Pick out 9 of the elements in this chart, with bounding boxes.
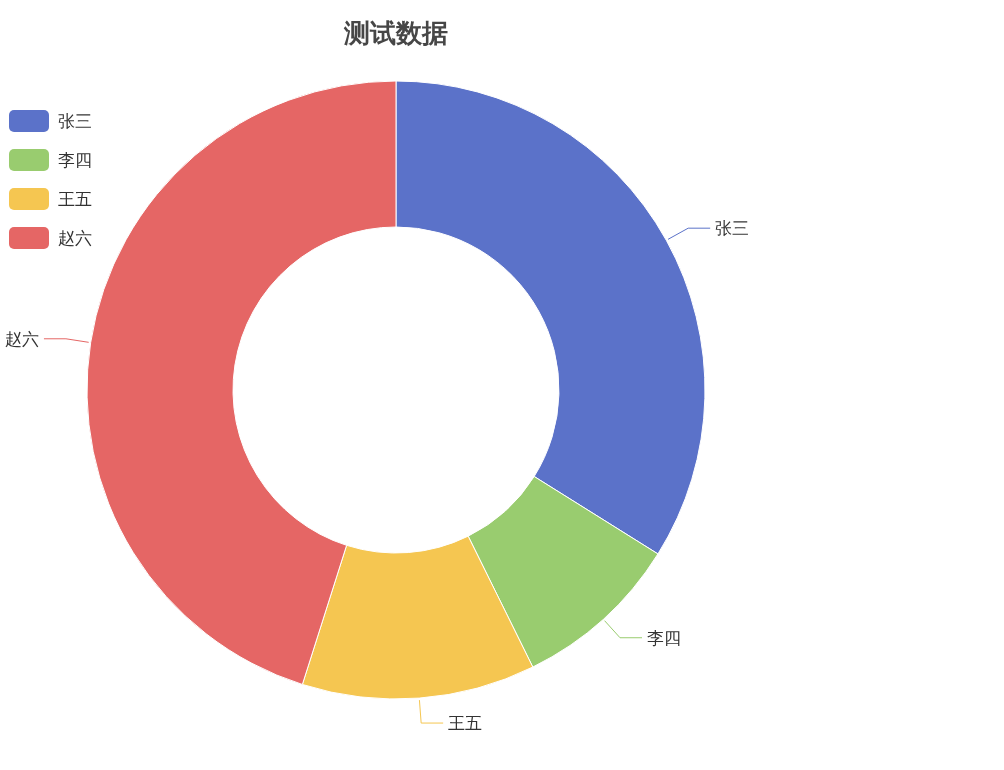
chart-title: 测试数据 [343,18,448,48]
legend-label: 王五 [58,189,92,209]
legend-label: 张三 [58,111,92,131]
slice-label: 赵六 [4,328,39,349]
legend-label: 李四 [58,150,92,170]
legend-label: 赵六 [58,228,92,248]
slice-label: 王五 [448,713,483,734]
slice-label: 李四 [647,627,682,648]
slice-label: 张三 [715,218,750,239]
